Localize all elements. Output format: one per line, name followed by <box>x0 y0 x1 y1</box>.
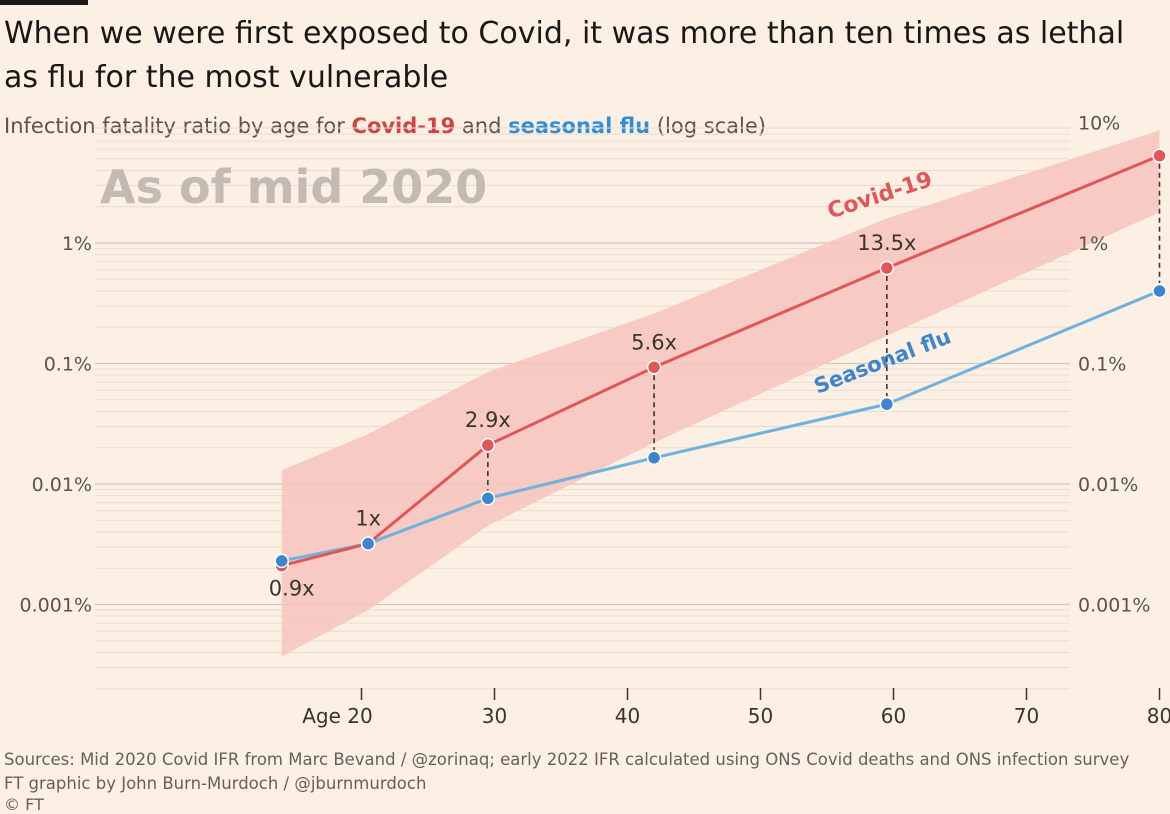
x-tick-label: 30 <box>482 704 507 728</box>
y-tick-label-left: 1% <box>62 233 92 255</box>
y-tick-label-right: 0.01% <box>1078 474 1138 496</box>
flu-point <box>480 491 496 506</box>
credit-line: FT graphic by John Burn-Murdoch / @jburn… <box>4 774 427 793</box>
as-of-label: As of mid 2020 <box>100 160 488 214</box>
covid-uncertainty-band <box>281 130 1160 657</box>
ratio-label: 13.5x <box>857 231 916 255</box>
y-tick-label-right: 1% <box>1078 233 1108 255</box>
x-tick-label: 50 <box>748 704 773 728</box>
y-tick-label-left: 0.01% <box>32 474 92 496</box>
ratio-label: 5.6x <box>631 330 677 354</box>
y-tick-label-right: 10% <box>1078 113 1120 135</box>
ratio-label: 1x <box>355 507 381 531</box>
y-tick-label-left: 0.001% <box>20 595 92 617</box>
copyright: © FT <box>4 795 44 814</box>
flu-point <box>360 536 376 551</box>
flu-point <box>1152 283 1167 299</box>
chart-title: When we were first exposed to Covid, it … <box>4 16 1125 95</box>
flu-point <box>879 396 895 412</box>
sources-note: Sources: Mid 2020 Covid IFR from Marc Be… <box>4 748 1129 796</box>
x-tick-label: 40 <box>615 704 640 728</box>
y-tick-label-right: 0.1% <box>1078 354 1126 376</box>
x-tick-label: 60 <box>881 704 906 728</box>
ratio-label: 2.9x <box>465 408 511 432</box>
x-tick-label: 80 <box>1147 704 1170 728</box>
covid-point <box>1152 148 1167 163</box>
x-tick-label: 70 <box>1014 704 1039 728</box>
covid-point <box>646 360 662 375</box>
covid-point <box>879 260 895 276</box>
flu-point <box>646 450 662 466</box>
flu-point <box>274 553 289 569</box>
y-tick-label-right: 0.001% <box>1078 595 1150 617</box>
x-tick-label: Age 20 <box>302 704 373 728</box>
covid-line <box>281 154 1161 568</box>
y-tick-label-left: 0.1% <box>44 354 92 376</box>
ratio-label: 0.9x <box>269 577 315 601</box>
sources-line: Sources: Mid 2020 Covid IFR from Marc Be… <box>4 750 1130 769</box>
top-accent-bar <box>0 0 88 5</box>
covid-point <box>480 437 496 453</box>
